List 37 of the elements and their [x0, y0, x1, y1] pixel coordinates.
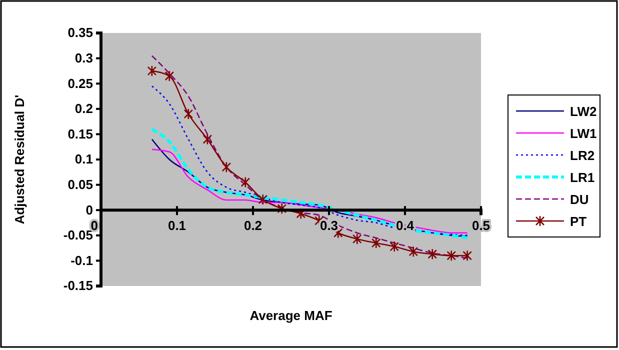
point — [222, 161, 232, 173]
line-series — [151, 85, 468, 236]
point — [408, 246, 418, 258]
y-tick-label: 0.05 — [68, 176, 93, 192]
point — [371, 237, 381, 249]
legend-label: LW1 — [570, 126, 597, 141]
point — [258, 194, 268, 206]
y-tick-label: 0.1 — [74, 152, 93, 167]
point — [240, 176, 250, 188]
y-tick-label: 0.15 — [68, 126, 93, 142]
x-tick-label: 0.5 — [472, 218, 490, 233]
point — [184, 108, 194, 120]
legend-label: LR1 — [570, 170, 595, 185]
x-axis-title: Average MAF — [250, 308, 332, 323]
point — [147, 65, 157, 77]
y-tick-label: 0.2 — [74, 101, 93, 116]
y-tick-label: 0.35 — [68, 25, 93, 40]
point — [446, 250, 456, 262]
point — [462, 250, 472, 262]
y-tick-label: 0.25 — [68, 76, 93, 91]
legend-label: LW2 — [570, 104, 597, 119]
point — [352, 233, 362, 245]
point — [164, 70, 174, 82]
legend-label: DU — [570, 192, 589, 207]
y-tick-label: 0.3 — [74, 50, 93, 66]
y-axis-title: Adjusted Residual D' — [12, 94, 27, 224]
point — [428, 248, 438, 260]
legend-label: PT — [570, 214, 587, 229]
point — [202, 134, 212, 145]
x-tick-label: 0.1 — [168, 218, 186, 233]
legend-label: LR2 — [570, 148, 595, 163]
y-tick-label: -0.15 — [63, 278, 93, 294]
point — [390, 240, 400, 252]
x-tick-label: 0.2 — [244, 218, 262, 233]
point — [277, 202, 287, 214]
y-tick-label: 0 — [86, 202, 93, 218]
y-tick-label: -0.1 — [70, 252, 93, 268]
